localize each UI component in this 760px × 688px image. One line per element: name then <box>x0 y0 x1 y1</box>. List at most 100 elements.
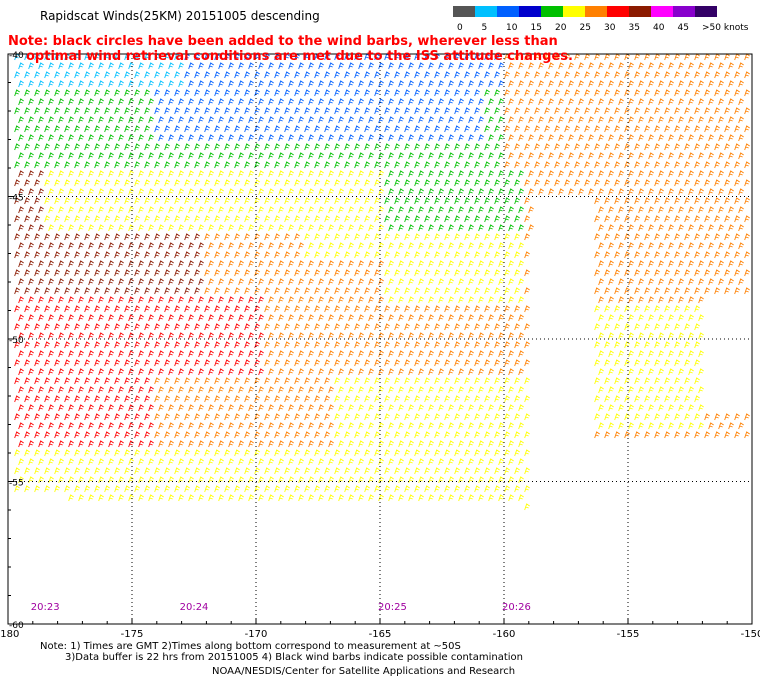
wind-barb <box>494 251 500 259</box>
wind-barb <box>338 152 344 160</box>
wind-barb <box>354 485 360 493</box>
wind-barb <box>648 62 654 70</box>
wind-barb <box>98 458 104 466</box>
wind-barb <box>128 422 134 430</box>
wind-barb <box>228 98 234 106</box>
wind-barb <box>508 188 514 196</box>
wind-barb <box>104 359 110 367</box>
wind-barb <box>258 386 264 394</box>
wind-barb <box>664 107 670 115</box>
wind-barb <box>138 116 144 124</box>
wind-barb <box>608 296 614 304</box>
wind-barb <box>214 395 220 403</box>
wind-barb <box>498 314 504 322</box>
wind-barb <box>614 431 620 439</box>
wind-barb <box>204 449 210 457</box>
wind-barb <box>14 359 20 367</box>
wind-barb <box>394 71 400 79</box>
wind-barb <box>218 134 224 142</box>
wind-barb <box>268 260 274 268</box>
wind-barb <box>378 224 384 232</box>
wind-barb <box>448 296 454 304</box>
wind-barb <box>378 350 384 358</box>
wind-barb <box>328 116 334 124</box>
colorbar-swatch <box>629 6 651 17</box>
map-title: Rapidscat Winds(25KM) 20151005 descendin… <box>40 9 320 23</box>
wind-barb <box>124 179 130 187</box>
wind-barb <box>68 98 74 106</box>
wind-barb <box>144 251 150 259</box>
wind-barb <box>318 278 324 286</box>
wind-barb <box>38 440 44 448</box>
wind-barb <box>518 368 524 376</box>
wind-barb <box>304 413 310 421</box>
wind-barb <box>608 242 614 250</box>
wind-barb <box>364 449 370 457</box>
wind-barb <box>484 323 490 331</box>
wind-barb <box>348 422 354 430</box>
colorbar-label: 0 <box>457 23 463 33</box>
wind-barb <box>178 116 184 124</box>
wind-barb <box>154 71 160 79</box>
wind-barb <box>634 359 640 367</box>
wind-barb <box>394 89 400 97</box>
wind-barb <box>498 350 504 358</box>
wind-barb <box>488 62 494 70</box>
wind-barb <box>688 350 694 358</box>
wind-barb <box>168 80 174 88</box>
wind-barb <box>164 287 170 295</box>
wind-barb <box>744 53 750 61</box>
wind-barb <box>374 161 380 169</box>
wind-barb <box>218 386 224 394</box>
wind-barb <box>268 134 274 142</box>
wind-barb <box>608 116 614 124</box>
wind-barb <box>448 332 454 340</box>
wind-barb <box>328 206 334 214</box>
wind-barb <box>494 179 500 187</box>
wind-barb <box>44 125 50 133</box>
wind-barb <box>398 116 404 124</box>
wind-barb <box>334 341 340 349</box>
wind-barb <box>284 323 290 331</box>
wind-barb <box>258 152 264 160</box>
wind-barb <box>238 332 244 340</box>
wind-barb <box>74 395 80 403</box>
wind-barb <box>148 278 154 286</box>
wind-barb <box>468 476 474 484</box>
wind-barb <box>514 359 520 367</box>
wind-barb <box>124 215 130 223</box>
wind-barb <box>648 260 654 268</box>
wind-barb <box>284 233 290 241</box>
wind-barb <box>704 269 710 277</box>
wind-barb <box>734 251 740 259</box>
wind-barb <box>248 494 254 502</box>
wind-barb <box>594 89 600 97</box>
wind-barb <box>378 332 384 340</box>
wind-barb <box>514 395 520 403</box>
wind-barb <box>44 269 50 277</box>
wind-barb <box>48 458 54 466</box>
wind-barb <box>488 98 494 106</box>
wind-barb <box>678 80 684 88</box>
wind-barb <box>458 386 464 394</box>
wind-barb <box>664 377 670 385</box>
wind-barb <box>434 485 440 493</box>
wind-barb <box>294 395 300 403</box>
wind-barb <box>318 242 324 250</box>
wind-barb <box>388 368 394 376</box>
wind-barb <box>364 107 370 115</box>
wind-barb <box>154 413 160 421</box>
wind-barb <box>444 323 450 331</box>
wind-barb <box>88 188 94 196</box>
wind-barb <box>494 449 500 457</box>
wind-barb <box>164 359 170 367</box>
wind-barb <box>244 179 250 187</box>
wind-barb <box>744 143 750 151</box>
wind-barb <box>628 152 634 160</box>
wind-barb <box>84 89 90 97</box>
wind-barb <box>368 422 374 430</box>
wind-barb <box>64 305 70 313</box>
wind-barb <box>328 80 334 88</box>
wind-barb <box>364 125 370 133</box>
wind-barb <box>58 476 64 484</box>
